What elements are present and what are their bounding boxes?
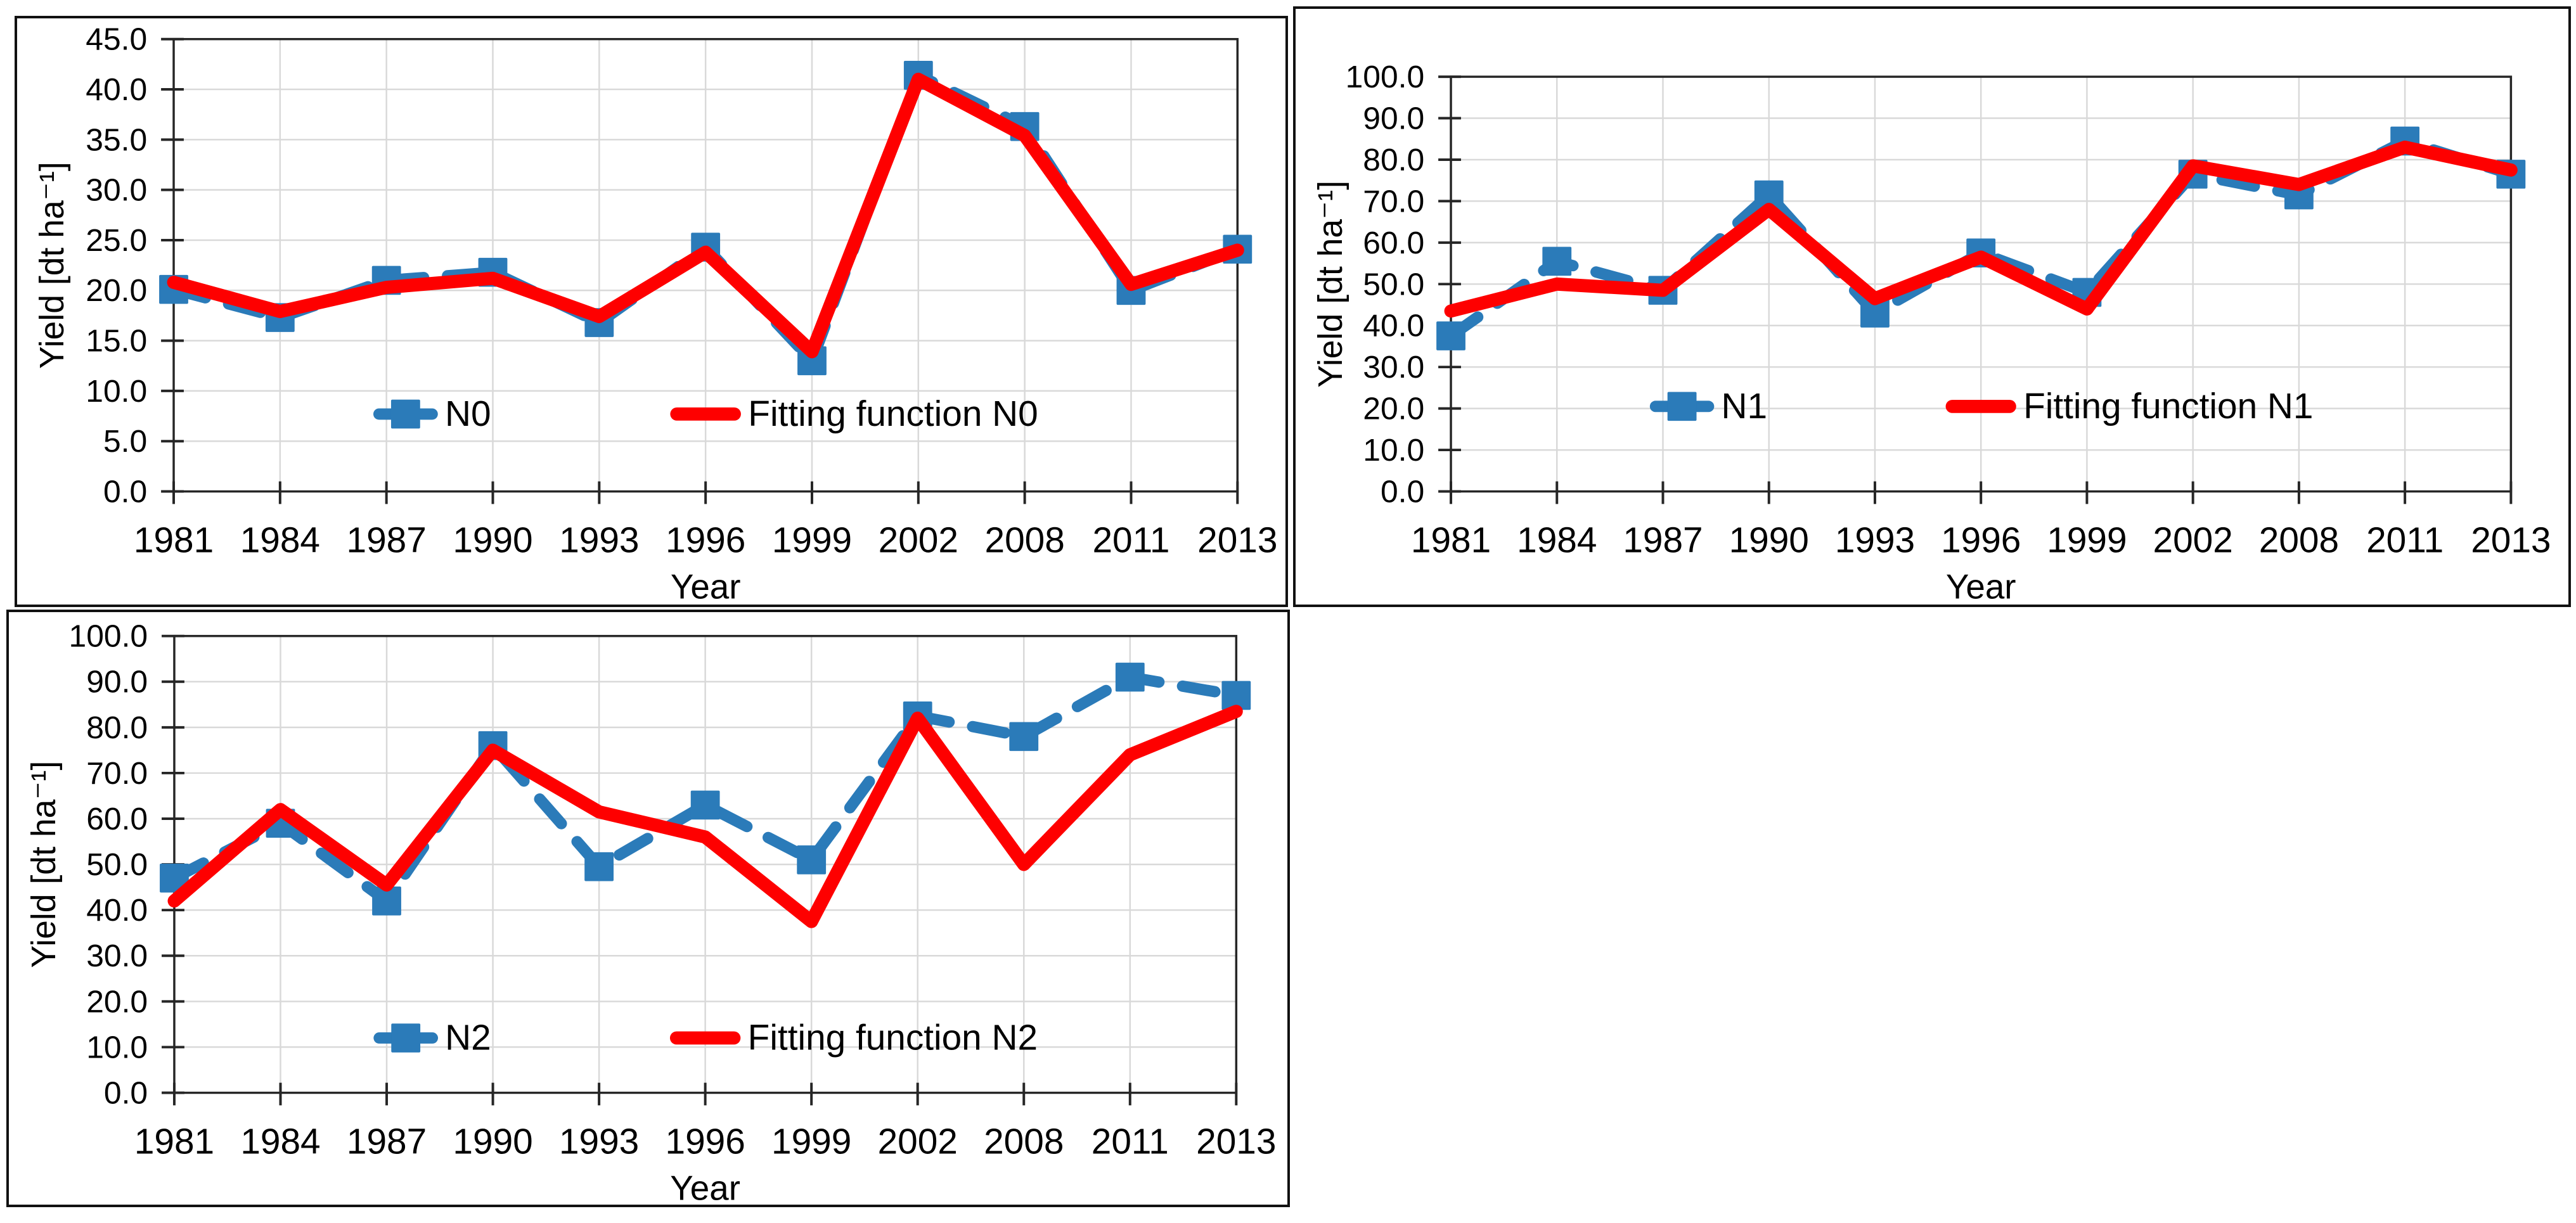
svg-text:2013: 2013 — [2471, 520, 2551, 560]
svg-text:1990: 1990 — [453, 1122, 532, 1162]
svg-text:N0: N0 — [445, 394, 491, 434]
svg-text:100.0: 100.0 — [1346, 59, 1425, 94]
svg-text:40.0: 40.0 — [86, 892, 148, 928]
svg-text:Year: Year — [671, 568, 741, 605]
svg-text:1987: 1987 — [347, 520, 427, 560]
svg-text:35.0: 35.0 — [86, 122, 147, 157]
svg-text:20.0: 20.0 — [86, 983, 148, 1019]
svg-text:5.0: 5.0 — [103, 423, 147, 459]
svg-text:1999: 1999 — [772, 520, 852, 560]
svg-text:Yield [dt ha⁻¹]: Yield [dt ha⁻¹] — [25, 761, 63, 968]
svg-text:20.0: 20.0 — [86, 272, 147, 308]
svg-text:N1: N1 — [1721, 387, 1767, 426]
svg-text:90.0: 90.0 — [1363, 101, 1424, 136]
svg-text:2008: 2008 — [2259, 520, 2339, 560]
svg-text:1981: 1981 — [134, 1122, 214, 1162]
svg-text:1999: 1999 — [2047, 520, 2127, 560]
svg-text:2002: 2002 — [2153, 520, 2233, 560]
svg-text:2013: 2013 — [1196, 1122, 1276, 1162]
svg-text:70.0: 70.0 — [86, 755, 148, 791]
svg-text:Year: Year — [1946, 568, 2016, 605]
svg-text:Fitting function N0: Fitting function N0 — [748, 394, 1038, 434]
chart-panel-n0: 0.0 5.0 10.0 15.0 20.0 25.0 30.0 35.0 40.0 45.0 19… — [15, 16, 1288, 607]
n0-yield-chart: 0.0 5.0 10.0 15.0 20.0 25.0 30.0 35.0 40.0 45.0 19… — [33, 22, 1278, 605]
chart-panel-n2: 0.0 10.0 20.0 30.0 40.0 50.0 60.0 70.0 80.0 90.0 1… — [6, 610, 1290, 1207]
svg-text:2011: 2011 — [2366, 520, 2444, 560]
svg-text:1981: 1981 — [134, 520, 214, 560]
n1-yield-chart: 0.0 10.0 20.0 30.0 40.0 50.0 60.0 70.0 80.0 90.0 1… — [1311, 59, 2551, 605]
svg-text:1996: 1996 — [1941, 520, 2021, 560]
svg-text:2008: 2008 — [984, 1122, 1064, 1162]
svg-text:1981: 1981 — [1411, 520, 1491, 560]
svg-text:40.0: 40.0 — [1363, 308, 1424, 343]
svg-text:70.0: 70.0 — [1363, 183, 1424, 219]
svg-text:2002: 2002 — [878, 1122, 958, 1162]
svg-text:10.0: 10.0 — [1363, 432, 1424, 468]
svg-text:80.0: 80.0 — [86, 710, 148, 745]
svg-text:Fitting function N1: Fitting function N1 — [2023, 387, 2313, 426]
svg-text:1993: 1993 — [559, 520, 639, 560]
svg-text:30.0: 30.0 — [86, 938, 148, 973]
svg-text:1996: 1996 — [666, 1122, 745, 1162]
svg-text:1996: 1996 — [666, 520, 745, 560]
svg-text:50.0: 50.0 — [86, 847, 148, 882]
svg-text:15.0: 15.0 — [86, 323, 147, 359]
svg-text:2011: 2011 — [1092, 1122, 1169, 1162]
svg-text:90.0: 90.0 — [86, 664, 148, 700]
svg-text:1990: 1990 — [1729, 520, 1809, 560]
svg-text:80.0: 80.0 — [1363, 142, 1424, 177]
svg-text:1987: 1987 — [347, 1122, 427, 1162]
svg-text:Yield [dt ha⁻¹]: Yield [dt ha⁻¹] — [33, 162, 71, 369]
svg-text:1999: 1999 — [771, 1122, 851, 1162]
svg-text:0.0: 0.0 — [104, 1075, 148, 1111]
svg-text:Yield [dt ha⁻¹]: Yield [dt ha⁻¹] — [1311, 181, 1349, 388]
svg-text:1984: 1984 — [240, 1122, 320, 1162]
svg-text:0.0: 0.0 — [1381, 474, 1424, 509]
svg-text:1984: 1984 — [240, 520, 320, 560]
svg-text:1990: 1990 — [453, 520, 532, 560]
svg-text:2011: 2011 — [1092, 520, 1169, 560]
svg-text:1993: 1993 — [1835, 520, 1915, 560]
chart-panel-n1: 0.0 10.0 20.0 30.0 40.0 50.0 60.0 70.0 80.0 90.0 1… — [1293, 6, 2571, 607]
svg-text:20.0: 20.0 — [1363, 391, 1424, 426]
svg-text:50.0: 50.0 — [1363, 266, 1424, 302]
svg-text:30.0: 30.0 — [86, 172, 147, 208]
svg-text:1987: 1987 — [1623, 520, 1703, 560]
svg-text:0.0: 0.0 — [103, 474, 147, 509]
svg-text:2002: 2002 — [879, 520, 958, 560]
svg-text:N2: N2 — [445, 1018, 491, 1058]
svg-text:1993: 1993 — [559, 1122, 639, 1162]
svg-text:1984: 1984 — [1517, 520, 1597, 560]
svg-text:2013: 2013 — [1197, 520, 1277, 560]
svg-text:10.0: 10.0 — [86, 1029, 148, 1065]
svg-text:30.0: 30.0 — [1363, 349, 1424, 385]
svg-text:100.0: 100.0 — [69, 618, 148, 654]
svg-text:Year: Year — [670, 1169, 740, 1205]
svg-text:Fitting function N2: Fitting function N2 — [748, 1018, 1038, 1058]
svg-text:60.0: 60.0 — [1363, 225, 1424, 260]
svg-text:60.0: 60.0 — [86, 801, 148, 836]
svg-text:45.0: 45.0 — [86, 22, 147, 57]
svg-text:25.0: 25.0 — [86, 222, 147, 258]
svg-text:40.0: 40.0 — [86, 72, 147, 107]
svg-text:10.0: 10.0 — [86, 373, 147, 409]
n2-yield-chart: 0.0 10.0 20.0 30.0 40.0 50.0 60.0 70.0 80.0 90.0 1… — [25, 618, 1277, 1205]
svg-text:2008: 2008 — [985, 520, 1065, 560]
